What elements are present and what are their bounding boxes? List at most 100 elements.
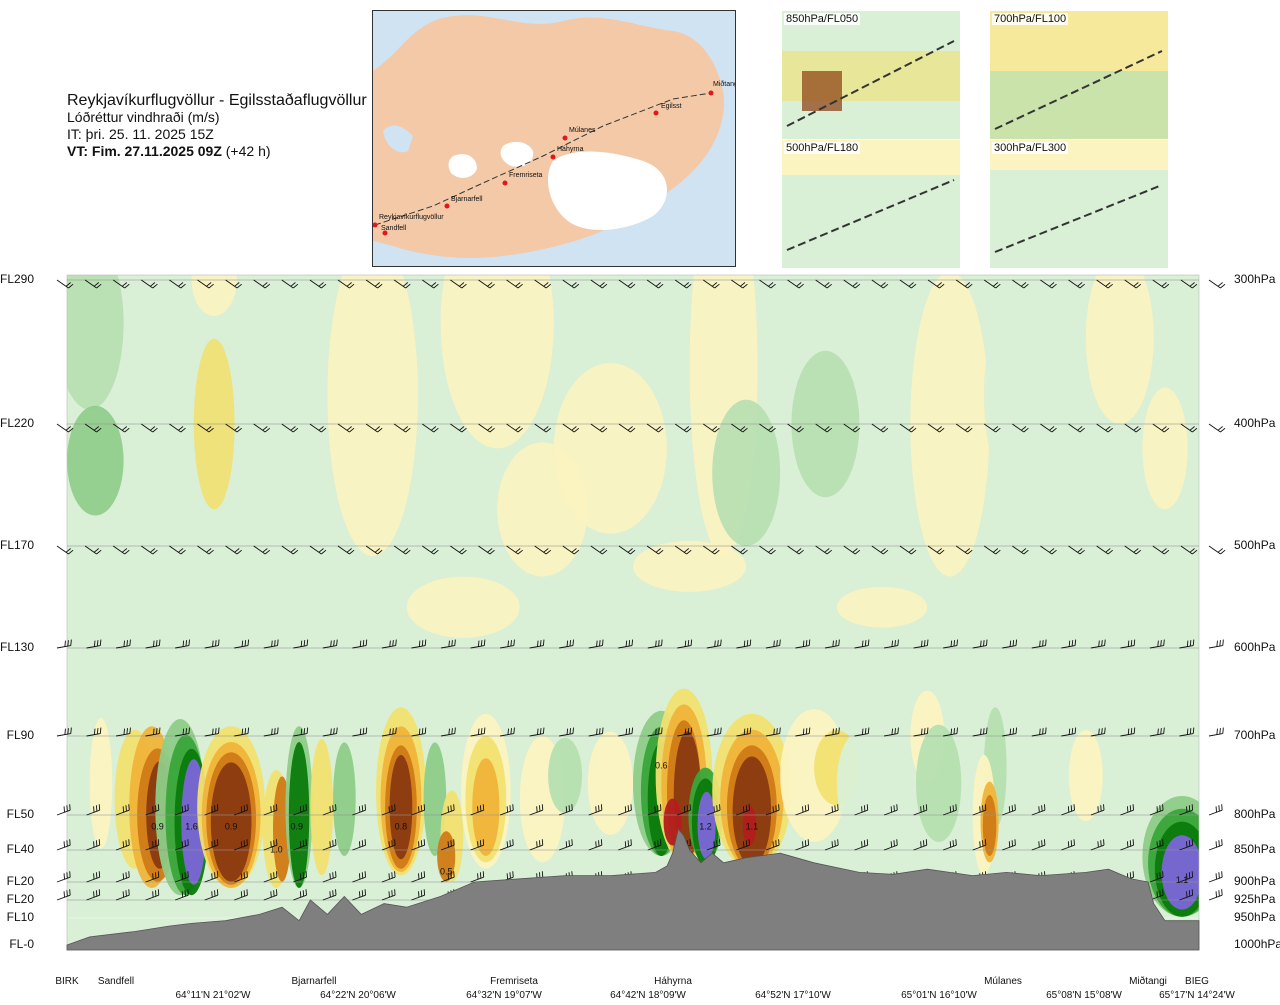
wind-barb-feather (67, 640, 69, 647)
wind-barb-feather (1079, 427, 1085, 433)
wind-barb-feather (661, 727, 663, 734)
wind-barb-feather (123, 640, 125, 647)
wind-barb-feather (1222, 639, 1224, 646)
wind-barb-feather (838, 727, 840, 734)
wind-barb-feather (1042, 640, 1044, 647)
wind-barb-feather (1051, 427, 1057, 433)
wind-barb (854, 645, 869, 649)
wind-barb-feather (247, 727, 250, 734)
map-station-dot (382, 230, 388, 236)
wind-barb-feather (93, 728, 96, 735)
field-cell (327, 275, 418, 557)
wind-barb-feather (852, 282, 858, 287)
field-cell (836, 731, 883, 836)
wind-barb (1179, 876, 1193, 883)
value-label: 0.8 (395, 822, 408, 832)
wind-barb (1124, 423, 1137, 433)
wind-barb-feather (178, 426, 184, 431)
wind-barb-feather (392, 640, 394, 647)
wind-barb-feather (824, 548, 830, 553)
wind-barb-feather (824, 282, 830, 287)
wind-barb-feather (714, 728, 716, 735)
wind-barb-feather (908, 426, 914, 431)
wind-barb-feather (543, 426, 549, 431)
wind-barb (263, 844, 278, 851)
pressure-label: 950hPa (1234, 910, 1276, 924)
wind-barb-feather (158, 639, 161, 646)
wind-barb (736, 809, 750, 816)
valid-time-main: VT: Fim. 27.11.2025 09Z (67, 143, 222, 159)
wind-barb-feather (864, 640, 867, 647)
wind-barb-feather (65, 426, 71, 431)
flight-level-label: FL130 (0, 640, 35, 654)
wind-barb (529, 733, 544, 737)
wind-barb (381, 645, 396, 649)
wind-barb-feather (740, 426, 746, 431)
wind-barb-feather (156, 728, 158, 735)
wind-barb (86, 894, 100, 901)
wind-barb-feather (1049, 548, 1055, 553)
wind-barb-feather (854, 427, 861, 433)
wind-barb (731, 545, 744, 555)
pressure-label: 400hPa (1234, 416, 1276, 430)
wind-barb-feather (1133, 548, 1139, 553)
wind-barb (174, 809, 189, 816)
wind-barb (352, 645, 367, 649)
wind-barb-feather (123, 728, 125, 735)
wind-barb (1149, 733, 1164, 737)
wind-barb-feather (686, 549, 692, 555)
wind-barb (1031, 844, 1046, 851)
wind-barb-feather (461, 549, 467, 555)
wind-barb-feather (451, 640, 453, 647)
wind-barb (86, 844, 100, 851)
wind-barb-feather (1012, 640, 1015, 647)
wind-barb-feather (805, 728, 808, 735)
wind-barb-feather (826, 283, 833, 289)
wind-barb-feather (628, 640, 631, 647)
wind-barb-feather (749, 639, 752, 646)
wind-barb-feather (1216, 728, 1218, 735)
wind-barb (1061, 645, 1076, 649)
wind-barb-feather (953, 728, 956, 735)
issue-time: IT: þri. 25. 11. 2025 15Z (67, 126, 214, 142)
wind-barb-feather (218, 639, 220, 646)
map-station-label: Háhyrna (557, 146, 584, 153)
wind-barb (795, 733, 810, 737)
wind-barb-feather (483, 727, 486, 734)
wind-barb-feather (1105, 282, 1111, 287)
wind-barb (854, 844, 868, 851)
wind-barb-feather (835, 728, 837, 735)
wind-barb-feather (1023, 549, 1029, 555)
wind-barb-feather (566, 640, 569, 647)
wind-barb-feather (1051, 549, 1057, 555)
wind-barb-feather (1217, 282, 1223, 287)
wind-barb-feather (124, 427, 130, 433)
wind-barb (702, 423, 715, 433)
wind-barb (440, 844, 455, 851)
wind-barb-feather (572, 727, 574, 734)
wind-barb-feather (483, 639, 486, 646)
wind-barb-feather (569, 728, 572, 735)
wind-barb-feather (1130, 728, 1133, 735)
wind-barb (1012, 279, 1025, 289)
wind-barb (381, 844, 396, 851)
wind-barb (736, 645, 751, 649)
wind-barb-feather (908, 282, 914, 287)
pressure-label: 850hPa (1234, 842, 1276, 856)
wind-barb-feather (658, 283, 664, 289)
wind-barb-feather (96, 728, 99, 735)
coordinate-label: 65°01'N 16°10'W (901, 990, 977, 1001)
wind-barb (1120, 733, 1135, 737)
wind-barb (263, 733, 278, 737)
wind-barb-feather (964, 426, 971, 431)
wind-barb-feather (241, 728, 244, 735)
wind-barb (506, 545, 519, 555)
wind-barb (112, 423, 125, 433)
wind-barb (1152, 545, 1165, 555)
wind-barb-feather (377, 549, 383, 555)
wind-barb (1120, 645, 1135, 649)
wind-barb-feather (1133, 727, 1136, 734)
wind-barb-feather (365, 639, 368, 646)
wind-barb (706, 844, 721, 851)
wind-barb-feather (182, 728, 185, 735)
